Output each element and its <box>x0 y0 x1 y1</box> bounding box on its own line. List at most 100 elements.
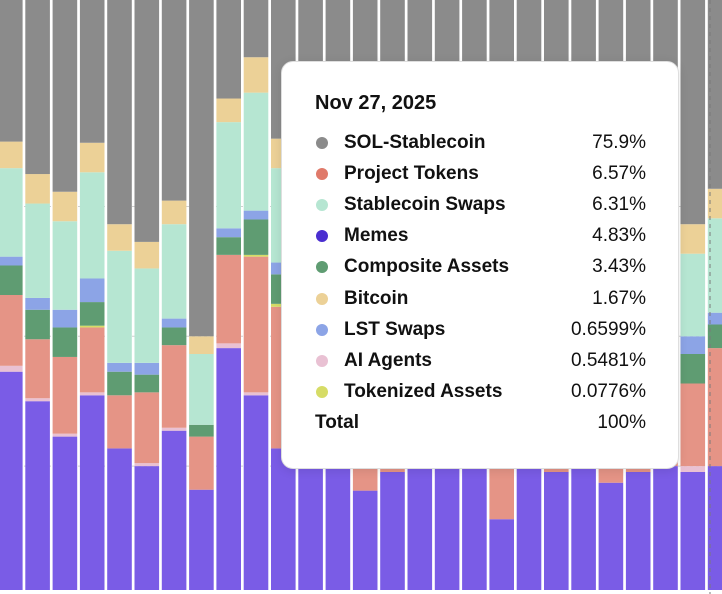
bar-segment[interactable] <box>161 224 187 319</box>
bar-segment[interactable] <box>79 172 105 279</box>
bar-segment[interactable] <box>52 356 78 434</box>
bar-segment[interactable] <box>107 250 132 363</box>
bar-column[interactable] <box>161 0 187 590</box>
bar-segment[interactable] <box>216 343 241 349</box>
bar-segment[interactable] <box>134 268 160 363</box>
bar-segment[interactable] <box>680 336 706 354</box>
bar-segment[interactable] <box>216 254 241 344</box>
bar-segment[interactable] <box>161 0 187 201</box>
bar-segment[interactable] <box>107 448 132 590</box>
bar-segment[interactable] <box>625 472 651 590</box>
bar-segment[interactable] <box>707 348 722 467</box>
bar-segment[interactable] <box>134 241 160 269</box>
bar-segment[interactable] <box>243 395 269 590</box>
bar-segment[interactable] <box>52 221 78 310</box>
bar-column[interactable] <box>52 0 78 590</box>
bar-segment[interactable] <box>516 448 542 590</box>
bar-column[interactable] <box>25 0 50 590</box>
bar-segment[interactable] <box>707 0 722 189</box>
bar-segment[interactable] <box>25 297 50 310</box>
bar-segment[interactable] <box>243 254 269 257</box>
bar-segment[interactable] <box>0 265 23 296</box>
bar-segment[interactable] <box>189 424 214 437</box>
bar-segment[interactable] <box>134 362 160 375</box>
bar-segment[interactable] <box>0 0 23 142</box>
bar-segment[interactable] <box>544 472 569 590</box>
bar-segment[interactable] <box>352 490 378 590</box>
bar-segment[interactable] <box>680 466 706 472</box>
bar-segment[interactable] <box>680 354 706 384</box>
bar-segment[interactable] <box>52 191 78 222</box>
bar-segment[interactable] <box>0 256 23 266</box>
bar-segment[interactable] <box>134 466 160 590</box>
bar-segment[interactable] <box>79 392 105 396</box>
bar-segment[interactable] <box>680 383 706 467</box>
bar-segment[interactable] <box>216 0 241 99</box>
bar-column[interactable] <box>189 0 214 590</box>
bar-segment[interactable] <box>243 57 269 93</box>
bar-segment[interactable] <box>189 354 214 425</box>
bar-column[interactable] <box>243 0 269 590</box>
bar-segment[interactable] <box>598 482 624 590</box>
bar-segment[interactable] <box>161 427 187 431</box>
bar-segment[interactable] <box>107 0 132 225</box>
bar-segment[interactable] <box>52 309 78 328</box>
bar-column[interactable] <box>107 0 132 590</box>
bar-segment[interactable] <box>134 392 160 464</box>
bar-segment[interactable] <box>189 436 214 490</box>
bar-segment[interactable] <box>25 398 50 402</box>
bar-segment[interactable] <box>707 312 722 325</box>
bar-segment[interactable] <box>107 224 132 251</box>
bar-segment[interactable] <box>189 489 214 590</box>
bar-segment[interactable] <box>134 463 160 467</box>
bar-segment[interactable] <box>25 174 50 204</box>
bar-column[interactable] <box>216 0 241 590</box>
bar-segment[interactable] <box>161 200 187 225</box>
bar-column[interactable] <box>0 0 23 590</box>
bar-segment[interactable] <box>243 392 269 396</box>
bar-segment[interactable] <box>189 0 214 337</box>
bar-column[interactable] <box>134 0 160 590</box>
bar-segment[interactable] <box>107 395 132 449</box>
bar-column[interactable] <box>680 0 706 590</box>
bar-column[interactable] <box>707 0 722 590</box>
bar-segment[interactable] <box>79 395 105 590</box>
bar-segment[interactable] <box>0 365 23 372</box>
bar-segment[interactable] <box>0 141 23 169</box>
bar-segment[interactable] <box>216 228 241 238</box>
bar-segment[interactable] <box>25 309 50 340</box>
bar-segment[interactable] <box>25 203 50 298</box>
bar-segment[interactable] <box>107 362 132 372</box>
bar-segment[interactable] <box>161 327 187 346</box>
bar-segment[interactable] <box>243 0 269 58</box>
bar-segment[interactable] <box>571 466 596 590</box>
bar-segment[interactable] <box>680 472 706 590</box>
bar-segment[interactable] <box>134 0 160 242</box>
bar-segment[interactable] <box>707 466 722 590</box>
bar-segment[interactable] <box>243 92 269 211</box>
bar-column[interactable] <box>79 0 105 590</box>
bar-segment[interactable] <box>79 0 105 143</box>
bar-segment[interactable] <box>52 0 78 192</box>
bar-segment[interactable] <box>707 324 722 349</box>
bar-segment[interactable] <box>0 295 23 366</box>
bar-segment[interactable] <box>52 436 78 590</box>
bar-segment[interactable] <box>489 519 514 590</box>
bar-segment[interactable] <box>680 0 706 225</box>
bar-segment[interactable] <box>134 374 160 393</box>
bar-segment[interactable] <box>52 327 78 357</box>
bar-segment[interactable] <box>161 345 187 428</box>
bar-segment[interactable] <box>216 348 241 590</box>
bar-segment[interactable] <box>25 0 50 175</box>
bar-segment[interactable] <box>25 339 50 399</box>
bar-segment[interactable] <box>0 168 23 257</box>
bar-segment[interactable] <box>79 325 105 328</box>
bar-segment[interactable] <box>0 371 23 590</box>
bar-segment[interactable] <box>107 371 132 396</box>
bar-segment[interactable] <box>653 466 678 590</box>
bar-segment[interactable] <box>680 253 706 337</box>
bar-segment[interactable] <box>161 430 187 590</box>
bar-segment[interactable] <box>380 472 405 590</box>
bar-segment[interactable] <box>79 302 105 326</box>
bar-segment[interactable] <box>79 142 105 173</box>
